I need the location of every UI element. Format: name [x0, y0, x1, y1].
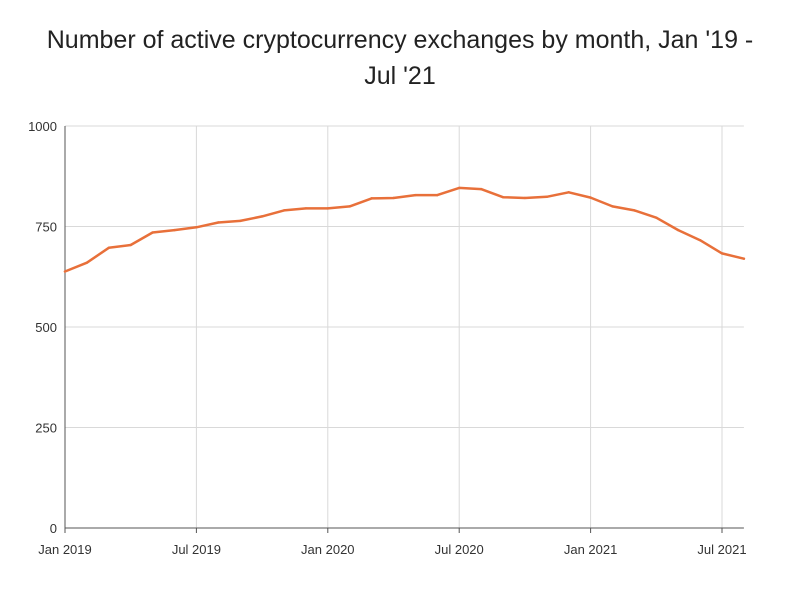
data-point — [742, 257, 746, 260]
data-point — [85, 261, 89, 264]
data-point — [501, 195, 505, 199]
x-tick-label: Jul 2021 — [697, 542, 746, 557]
y-tick-label: 250 — [35, 421, 57, 436]
series-line — [63, 186, 746, 273]
y-tick-label: 750 — [35, 220, 57, 235]
data-point — [173, 228, 176, 232]
data-point — [129, 243, 132, 247]
x-tick-label: Jul 2019 — [172, 542, 221, 557]
data-point — [151, 231, 154, 234]
data-point — [370, 197, 373, 200]
data-point — [260, 215, 264, 218]
chart-title-line-2: Jul '21 — [364, 62, 436, 90]
chart-title-line-1: Number of active cryptocurrency exchange… — [46, 26, 754, 54]
y-tick-label: 0 — [50, 521, 57, 536]
data-point — [458, 186, 461, 190]
data-point — [677, 228, 680, 232]
data-point — [239, 219, 242, 223]
x-tick-label: Jan 2019 — [38, 542, 92, 557]
y-tick-label: 1000 — [28, 119, 57, 134]
data-point — [479, 187, 483, 191]
data-point — [611, 205, 614, 208]
data-point — [107, 246, 111, 250]
data-point — [720, 252, 724, 255]
data-point — [326, 207, 329, 210]
data-point — [523, 196, 527, 200]
y-tick-label: 500 — [35, 320, 57, 335]
data-point — [217, 221, 220, 224]
data-point — [195, 226, 198, 229]
data-point — [392, 196, 395, 200]
data-point — [304, 207, 308, 210]
x-tick-label: Jan 2020 — [301, 542, 355, 557]
data-point — [63, 270, 67, 273]
data-point — [348, 205, 351, 208]
data-point — [545, 195, 548, 198]
data-point — [436, 193, 439, 197]
data-point — [655, 216, 658, 219]
data-point — [698, 238, 702, 242]
data-point — [414, 193, 417, 197]
x-tick-label: Jul 2020 — [435, 542, 484, 557]
chart-title: Number of active cryptocurrency exchange… — [0, 22, 800, 94]
data-point — [567, 191, 570, 194]
data-point — [589, 196, 592, 199]
data-point — [633, 209, 636, 212]
data-point — [282, 209, 286, 212]
x-tick-label: Jan 2021 — [564, 542, 618, 557]
